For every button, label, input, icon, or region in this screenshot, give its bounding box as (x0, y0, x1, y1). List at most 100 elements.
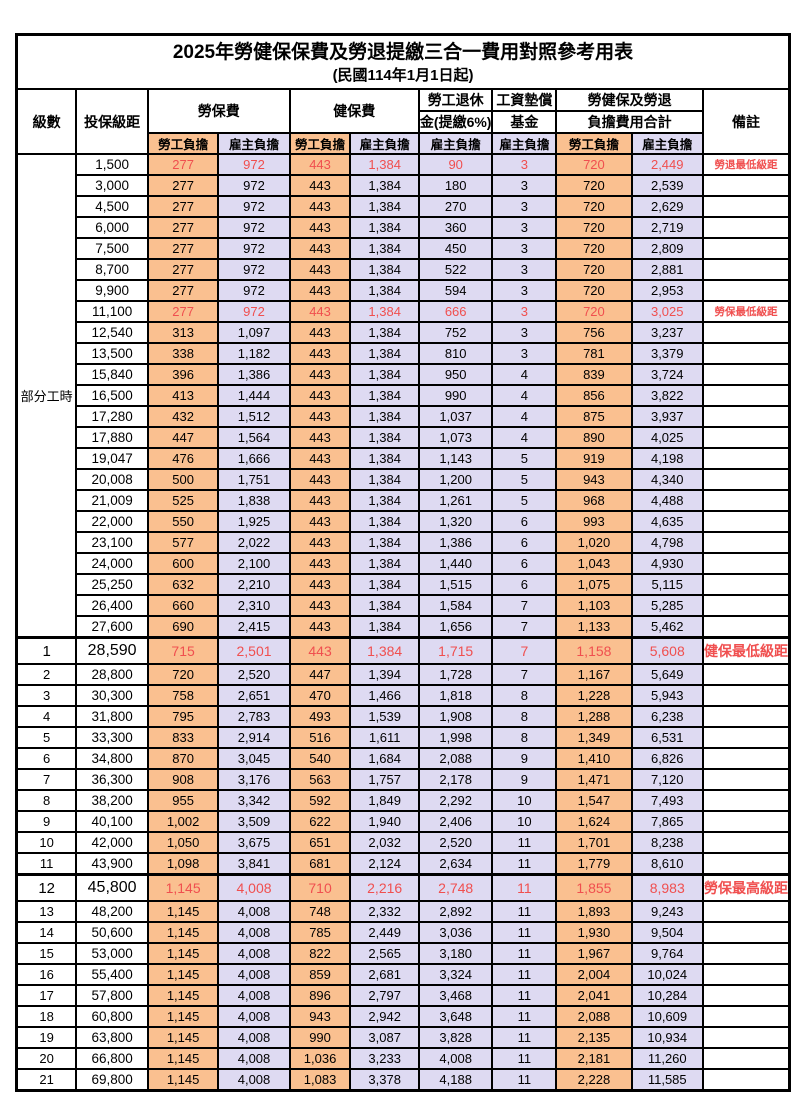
cell-total-employee: 1,228 (555, 684, 633, 707)
cell-health-employer: 1,384 (349, 342, 420, 365)
cell-total-employer: 2,449 (630, 153, 704, 176)
table-row: 7,500 277 972 443 1,384 450 3 720 2,809 (17, 237, 791, 260)
header-wage-fund-line2: 基金 (491, 110, 558, 134)
fee-reference-table: 2025年勞健保保費及勞退提繳三合一費用對照參考用表 (民國114年1月1日起)… (15, 33, 791, 1092)
cell-total-employer: 2,539 (630, 174, 704, 197)
cell-total-employee: 720 (555, 216, 633, 239)
table-row: 20,008 500 1,751 443 1,384 1,200 5 943 4,340 (17, 468, 791, 491)
header-row-1: 級數 投保級距 勞保費 健保費 勞工退休 工資墊償 勞健保及勞退 備註 (15, 88, 791, 155)
cell-health-employer: 1,384 (349, 321, 420, 344)
cell-level: 3 (15, 684, 78, 707)
cell-labor-employee: 1,145 (146, 963, 220, 986)
cell-wage-fund-employer: 4 (491, 384, 558, 407)
cell-pension-employer: 2,634 (417, 852, 494, 876)
cell-pension-employer: 3,828 (417, 1026, 494, 1049)
cell-bracket: 21,009 (75, 489, 149, 512)
cell-bracket: 3,000 (75, 174, 149, 197)
cell-total-employer: 5,285 (630, 594, 704, 617)
cell-health-employer: 1,384 (349, 573, 420, 596)
cell-total-employer: 6,531 (630, 726, 704, 749)
cell-total-employee: 1,547 (555, 789, 633, 812)
cell-health-employee: 990 (288, 1026, 352, 1049)
cell-labor-employer: 1,182 (217, 342, 291, 365)
header-health-employer: 雇主負擔 (349, 132, 420, 155)
cell-total-employee: 1,967 (555, 942, 633, 965)
cell-labor-employee: 660 (146, 594, 220, 617)
cell-labor-employer: 4,008 (217, 873, 291, 902)
table-row: 16 55,400 1,145 4,008 859 2,681 3,324 11 2,004 10… (15, 963, 791, 986)
cell-labor-employee: 1,145 (146, 984, 220, 1007)
cell-labor-employee: 690 (146, 615, 220, 639)
cell-total-employer: 3,822 (630, 384, 704, 407)
cell-wage-fund-employer: 9 (491, 768, 558, 791)
cell-bracket: 17,280 (75, 405, 149, 428)
cell-health-employer: 1,384 (349, 153, 420, 176)
table-row: 11 43,900 1,098 3,841 681 2,124 2,634 11 1,779 8,… (15, 852, 791, 876)
cell-total-employer: 5,462 (630, 615, 704, 639)
cell-wage-fund-employer: 5 (491, 468, 558, 491)
cell-labor-employer: 972 (217, 300, 291, 323)
cell-labor-employer: 1,097 (217, 321, 291, 344)
cell-level: 18 (15, 1005, 78, 1028)
cell-pension-employer: 3,324 (417, 963, 494, 986)
cell-level: 5 (15, 726, 78, 749)
header-total-line1: 勞健保及勞退 (555, 88, 704, 112)
cell-total-employer: 5,649 (630, 663, 704, 686)
cell-health-employer: 1,940 (349, 810, 420, 833)
cell-total-employer: 3,237 (630, 321, 704, 344)
table-row: 1 28,590 715 2,501 443 1,384 1,715 7 1,158 5,608 健… (15, 636, 791, 665)
cell-wage-fund-employer: 3 (491, 153, 558, 176)
cell-health-employee: 443 (288, 447, 352, 470)
cell-remark (701, 1047, 791, 1070)
cell-health-employee: 443 (288, 342, 352, 365)
cell-total-employer: 3,025 (630, 300, 704, 323)
cell-level: 16 (15, 963, 78, 986)
cell-pension-employer: 1,200 (417, 468, 494, 491)
cell-total-employer: 4,488 (630, 489, 704, 512)
cell-remark (701, 363, 791, 386)
cell-labor-employer: 3,342 (217, 789, 291, 812)
table-row: 23,100 577 2,022 443 1,384 1,386 6 1,020 4,798 (17, 531, 791, 554)
cell-pension-employer: 4,188 (417, 1068, 494, 1092)
cell-total-employee: 756 (555, 321, 633, 344)
cell-health-employee: 443 (288, 552, 352, 575)
cell-health-employee: 443 (288, 153, 352, 176)
cell-total-employer: 3,937 (630, 405, 704, 428)
cell-total-employee: 781 (555, 342, 633, 365)
table-row: 15 53,000 1,145 4,008 822 2,565 3,180 11 1,967 9,… (15, 942, 791, 965)
cell-wage-fund-employer: 3 (491, 342, 558, 365)
cell-total-employee: 1,349 (555, 726, 633, 749)
cell-total-employee: 720 (555, 279, 633, 302)
cell-total-employee: 1,410 (555, 747, 633, 770)
cell-wage-fund-employer: 11 (491, 1047, 558, 1070)
cell-labor-employee: 1,145 (146, 942, 220, 965)
cell-remark (701, 216, 791, 239)
cell-pension-employer: 360 (417, 216, 494, 239)
cell-total-employee: 720 (555, 237, 633, 260)
header-labor-employee: 勞工負擔 (146, 132, 220, 155)
cell-total-employee: 1,043 (555, 552, 633, 575)
cell-remark: 健保最低級距 (701, 636, 791, 665)
cell-bracket: 17,880 (75, 426, 149, 449)
cell-remark (701, 810, 791, 833)
part-time-label: 部分工時 (15, 153, 78, 639)
cell-health-employee: 443 (288, 489, 352, 512)
cell-labor-employee: 1,145 (146, 1047, 220, 1070)
table-row: 13,500 338 1,182 443 1,384 810 3 781 3,379 (17, 342, 791, 365)
cell-labor-employee: 277 (146, 237, 220, 260)
cell-health-employee: 516 (288, 726, 352, 749)
cell-pension-employer: 752 (417, 321, 494, 344)
cell-bracket: 9,900 (75, 279, 149, 302)
cell-labor-employer: 2,651 (217, 684, 291, 707)
cell-total-employee: 919 (555, 447, 633, 470)
cell-total-employee: 1,020 (555, 531, 633, 554)
cell-labor-employer: 1,386 (217, 363, 291, 386)
cell-health-employer: 1,384 (349, 237, 420, 260)
cell-health-employer: 1,684 (349, 747, 420, 770)
table-row: 4,500 277 972 443 1,384 270 3 720 2,629 (17, 195, 791, 218)
cell-labor-employee: 1,145 (146, 873, 220, 902)
cell-bracket: 11,100 (75, 300, 149, 323)
table-row: 9,900 277 972 443 1,384 594 3 720 2,953 (17, 279, 791, 302)
cell-pension-employer: 2,748 (417, 873, 494, 902)
